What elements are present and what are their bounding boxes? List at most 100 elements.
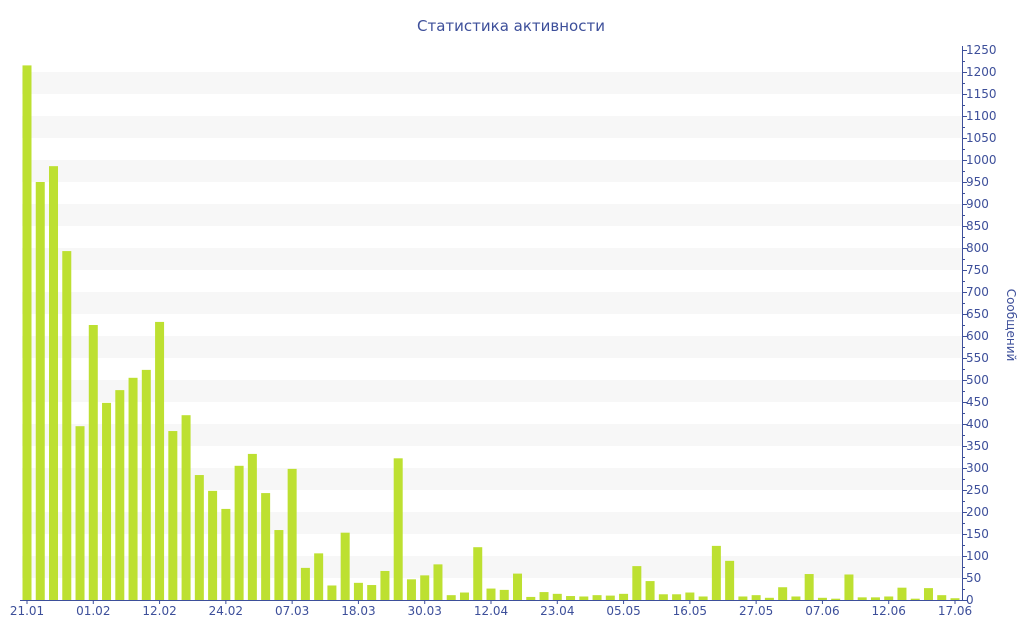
y-tick-label: 1250	[966, 43, 997, 57]
bar	[513, 573, 523, 600]
x-tick-label: 05.05	[606, 604, 640, 618]
bar	[141, 369, 151, 600]
x-tick-label: 24.02	[209, 604, 243, 618]
y-tick-label: 950	[966, 175, 989, 189]
bar	[751, 595, 761, 600]
bar	[128, 377, 138, 600]
bar	[420, 575, 430, 600]
grid-band	[22, 292, 962, 314]
bar	[433, 564, 443, 600]
x-tick-label: 01.02	[76, 604, 110, 618]
x-tick-label: 21.01	[10, 604, 44, 618]
x-tick-label: 18.03	[341, 604, 375, 618]
grid-band	[22, 72, 962, 94]
bar	[870, 597, 880, 600]
bar	[778, 587, 788, 600]
bar	[367, 585, 377, 600]
bar	[340, 532, 350, 600]
bar	[499, 589, 509, 600]
y-tick-label: 600	[966, 329, 989, 343]
bar	[804, 574, 814, 600]
y-axis: 0 50 100 150 200 250 300 350 400 450 500 550 600 650 7…	[962, 43, 997, 607]
bar	[857, 597, 867, 600]
grid-band	[22, 512, 962, 534]
bar	[539, 592, 549, 600]
bar	[486, 588, 496, 600]
grid-band	[22, 248, 962, 270]
bar	[711, 545, 721, 600]
bar	[632, 566, 642, 600]
x-tick-label: 07.06	[805, 604, 839, 618]
grid-band	[22, 160, 962, 182]
bar	[791, 596, 801, 600]
grid-band	[22, 380, 962, 402]
y-tick-label: 850	[966, 219, 989, 233]
bar	[844, 574, 854, 600]
y-tick-label: 300	[966, 461, 989, 475]
y-tick-label: 1050	[966, 131, 997, 145]
bar	[181, 415, 191, 600]
grid-band	[22, 468, 962, 490]
y-tick-label: 700	[966, 285, 989, 299]
bar	[221, 508, 231, 600]
bar	[592, 595, 602, 600]
bar	[672, 594, 682, 600]
bar	[234, 465, 244, 600]
y-tick-label: 900	[966, 197, 989, 211]
y-tick-label: 1200	[966, 65, 997, 79]
x-tick-label: 07.03	[275, 604, 309, 618]
bar	[327, 585, 337, 600]
bar	[817, 597, 827, 600]
bar	[897, 587, 907, 600]
bar	[393, 458, 403, 600]
y-tick-label: 50	[966, 571, 981, 585]
grid-band	[22, 116, 962, 138]
bar	[353, 582, 363, 600]
bar	[88, 325, 98, 600]
bar	[274, 530, 284, 600]
bar	[406, 579, 416, 600]
bar	[937, 595, 947, 600]
bar	[738, 596, 748, 600]
bars	[22, 65, 960, 600]
y-tick-label: 800	[966, 241, 989, 255]
x-tick-label: 12.02	[142, 604, 176, 618]
bar	[168, 431, 178, 600]
bar	[102, 402, 112, 600]
chart-title: Статистика активности	[417, 17, 605, 35]
bar	[208, 490, 218, 600]
y-tick-label: 200	[966, 505, 989, 519]
bar	[605, 595, 615, 600]
bar	[831, 598, 841, 600]
x-tick-label: 12.06	[872, 604, 906, 618]
bar	[645, 581, 655, 600]
bar	[566, 596, 576, 600]
bar	[75, 426, 85, 600]
bar	[725, 560, 735, 600]
bar	[115, 390, 125, 600]
y-tick-label: 150	[966, 527, 989, 541]
bar	[698, 596, 708, 600]
bar	[314, 553, 324, 600]
y-tick-label: 1000	[966, 153, 997, 167]
bar	[552, 593, 562, 600]
y-tick-label: 400	[966, 417, 989, 431]
bar	[247, 453, 257, 600]
bar	[473, 547, 483, 600]
y-tick-label: 1150	[966, 87, 997, 101]
bar	[380, 570, 390, 600]
y-tick-label: 500	[966, 373, 989, 387]
y-tick-label: 450	[966, 395, 989, 409]
y-tick-label: 350	[966, 439, 989, 453]
y-tick-label: 750	[966, 263, 989, 277]
x-tick-label: 27.05	[739, 604, 773, 618]
bar	[884, 596, 894, 600]
x-tick-label: 12.04	[474, 604, 508, 618]
bar	[579, 596, 589, 600]
y-tick-label: 550	[966, 351, 989, 365]
bar	[658, 594, 668, 600]
bar	[764, 597, 774, 600]
y-tick-label: 1100	[966, 109, 997, 123]
grid-band	[22, 424, 962, 446]
